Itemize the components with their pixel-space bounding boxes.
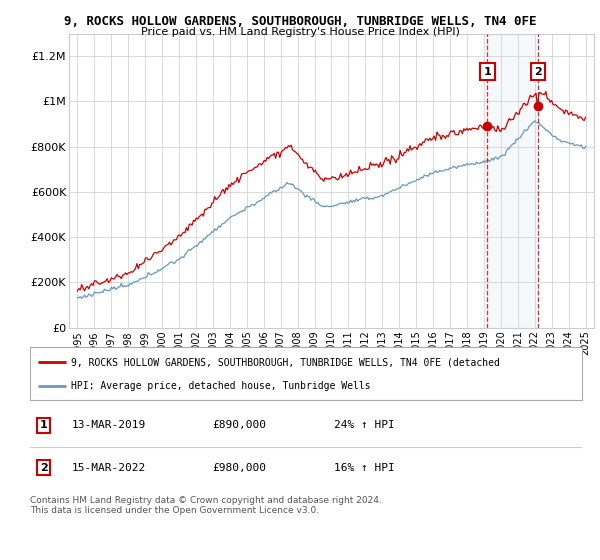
Text: 24% ↑ HPI: 24% ↑ HPI — [334, 421, 394, 431]
Text: 1: 1 — [40, 421, 47, 431]
Text: 15-MAR-2022: 15-MAR-2022 — [71, 463, 146, 473]
Text: 2: 2 — [534, 67, 542, 77]
Text: 9, ROCKS HOLLOW GARDENS, SOUTHBOROUGH, TUNBRIDGE WELLS, TN4 0FE: 9, ROCKS HOLLOW GARDENS, SOUTHBOROUGH, T… — [64, 15, 536, 28]
Text: HPI: Average price, detached house, Tunbridge Wells: HPI: Average price, detached house, Tunb… — [71, 381, 371, 391]
Text: £980,000: £980,000 — [212, 463, 266, 473]
Text: 16% ↑ HPI: 16% ↑ HPI — [334, 463, 394, 473]
Text: 13-MAR-2019: 13-MAR-2019 — [71, 421, 146, 431]
Text: Contains HM Land Registry data © Crown copyright and database right 2024.
This d: Contains HM Land Registry data © Crown c… — [30, 496, 382, 515]
Text: £890,000: £890,000 — [212, 421, 266, 431]
Text: 2: 2 — [40, 463, 47, 473]
Text: Price paid vs. HM Land Registry's House Price Index (HPI): Price paid vs. HM Land Registry's House … — [140, 27, 460, 37]
Text: 9, ROCKS HOLLOW GARDENS, SOUTHBOROUGH, TUNBRIDGE WELLS, TN4 0FE (detached: 9, ROCKS HOLLOW GARDENS, SOUTHBOROUGH, T… — [71, 357, 500, 367]
Bar — [487, 34, 538, 328]
Text: 1: 1 — [484, 67, 491, 77]
